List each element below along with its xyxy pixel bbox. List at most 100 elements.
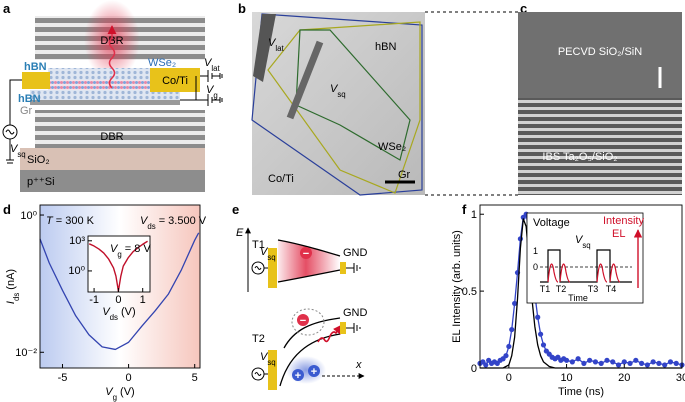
electron <box>300 247 312 259</box>
oxide-label: SiO₂ <box>27 154 50 166</box>
label-subscript: sq <box>337 90 345 99</box>
axis-label: x <box>355 359 362 371</box>
sem-image: PECVD SiO₂/SiN IBS Ta₂O₅/SiO₂ <box>518 12 682 195</box>
data-point <box>512 300 518 307</box>
emission-glow <box>84 0 140 80</box>
x-tick-label: 20 <box>618 372 630 384</box>
plot-frame <box>39 204 201 369</box>
x-axis-label: Vds (V) <box>102 306 135 322</box>
time-label: T2 <box>556 284 567 294</box>
hbn-bottom-layer <box>30 90 180 100</box>
x-tick-label: 0 <box>115 294 121 306</box>
y-tick-label: 10⁻² <box>15 347 37 359</box>
ground-label: GND <box>343 307 368 319</box>
wse2-label: WSe₂ <box>378 141 406 153</box>
label-symbol: T <box>46 215 54 227</box>
time-label: T1 <box>540 284 551 294</box>
data-point <box>644 362 650 368</box>
label-text: = 3.500 V <box>159 215 207 227</box>
data-line <box>39 232 200 351</box>
label-text: (V) <box>121 306 136 318</box>
substrate-label: p⁺⁺Si <box>27 176 55 188</box>
emission-arrow <box>317 324 343 343</box>
contact-label: Vlat <box>268 37 284 53</box>
hbn-label: hBN <box>24 61 47 73</box>
ground <box>346 263 361 273</box>
el-trace <box>547 263 621 283</box>
data-point <box>656 360 662 366</box>
data-point <box>621 359 627 365</box>
electron-sign: − <box>300 315 306 327</box>
electrode <box>340 322 346 334</box>
annotation: Vg = 8 V <box>110 243 151 259</box>
ac-symbol <box>254 372 268 376</box>
state-label: T1 <box>252 239 265 251</box>
band-edge <box>279 317 341 387</box>
label-subscript: ds <box>12 293 21 301</box>
source-label: Vg <box>206 84 218 100</box>
x-tick-label: 1 <box>140 294 146 306</box>
data-point <box>615 362 622 368</box>
label-symbol: V <box>260 246 269 258</box>
wse2-label: WSe₂ <box>148 57 176 69</box>
ac-symbol <box>254 266 268 270</box>
electron-sign: − <box>303 248 309 260</box>
label-subscript: ds <box>147 222 155 231</box>
wire <box>6 79 22 164</box>
device-schematic: DBR hBN WSe₂ Co/Ti hBN Gr DBR SiO₂ p⁺⁺Si… <box>2 0 223 192</box>
data-point <box>592 359 599 365</box>
source-label: Vsq <box>10 143 26 159</box>
ac-symbol <box>5 129 15 135</box>
data-point <box>569 359 575 365</box>
panel-label: b <box>238 1 246 16</box>
oxide-layer <box>20 148 205 170</box>
wse2-layer <box>48 80 152 90</box>
panel-label: d <box>3 202 11 217</box>
data-point <box>610 359 616 365</box>
label-subscript: ds <box>110 313 118 322</box>
data-point <box>563 357 570 363</box>
annotation: T = 300 K <box>46 215 95 227</box>
data-point <box>581 360 587 366</box>
contact-label: Co/Ti <box>162 75 188 87</box>
contact-left <box>22 72 50 89</box>
x-tick-label: -1 <box>89 294 99 306</box>
inset-frame <box>526 212 644 304</box>
data-point <box>538 331 544 337</box>
y-axis-label: EL Intensity (arb. units) <box>451 230 463 343</box>
source-label: Vsq <box>260 246 276 262</box>
annotation: Vds = 3.500 V <box>140 215 207 231</box>
y-tick-label: 0 <box>471 363 477 375</box>
micrograph: Vlat Vsq hBN WSe₂ Gr Co/Ti <box>251 11 518 196</box>
y-axis-label: Ids (nA) <box>5 269 21 304</box>
level-label: 0 <box>533 262 538 272</box>
y-tick-label: 0.5 <box>462 286 477 298</box>
data-point <box>650 359 656 365</box>
label-symbol: V <box>206 84 215 96</box>
graphene-label: Gr <box>398 169 411 181</box>
bias-sources <box>180 70 223 106</box>
hbn-top-layer <box>48 68 152 80</box>
plot-frame <box>479 204 683 369</box>
data-point <box>627 360 633 366</box>
path-guide <box>291 308 325 336</box>
y-tick-label: 10³ <box>69 235 85 247</box>
panel-label: e <box>232 202 239 217</box>
band-edge <box>277 239 341 283</box>
source-label: Vsq <box>260 351 276 367</box>
label-symbol: V <box>140 215 149 227</box>
el-label: EL <box>612 228 625 240</box>
square-wave-contact <box>286 40 324 120</box>
data-point <box>506 343 512 350</box>
axis-label: E <box>236 227 244 239</box>
hole <box>292 369 304 381</box>
hbn-label: hBN <box>375 41 396 53</box>
data-point <box>503 353 509 359</box>
micrograph-image <box>252 12 425 195</box>
y-tick-label: 10⁰ <box>20 210 37 222</box>
dbr-bottom <box>35 110 205 148</box>
layer-label: PECVD SiO₂/SiN <box>558 46 642 58</box>
label-symbol: V <box>105 386 114 398</box>
contact-label: Vsq <box>330 83 346 99</box>
